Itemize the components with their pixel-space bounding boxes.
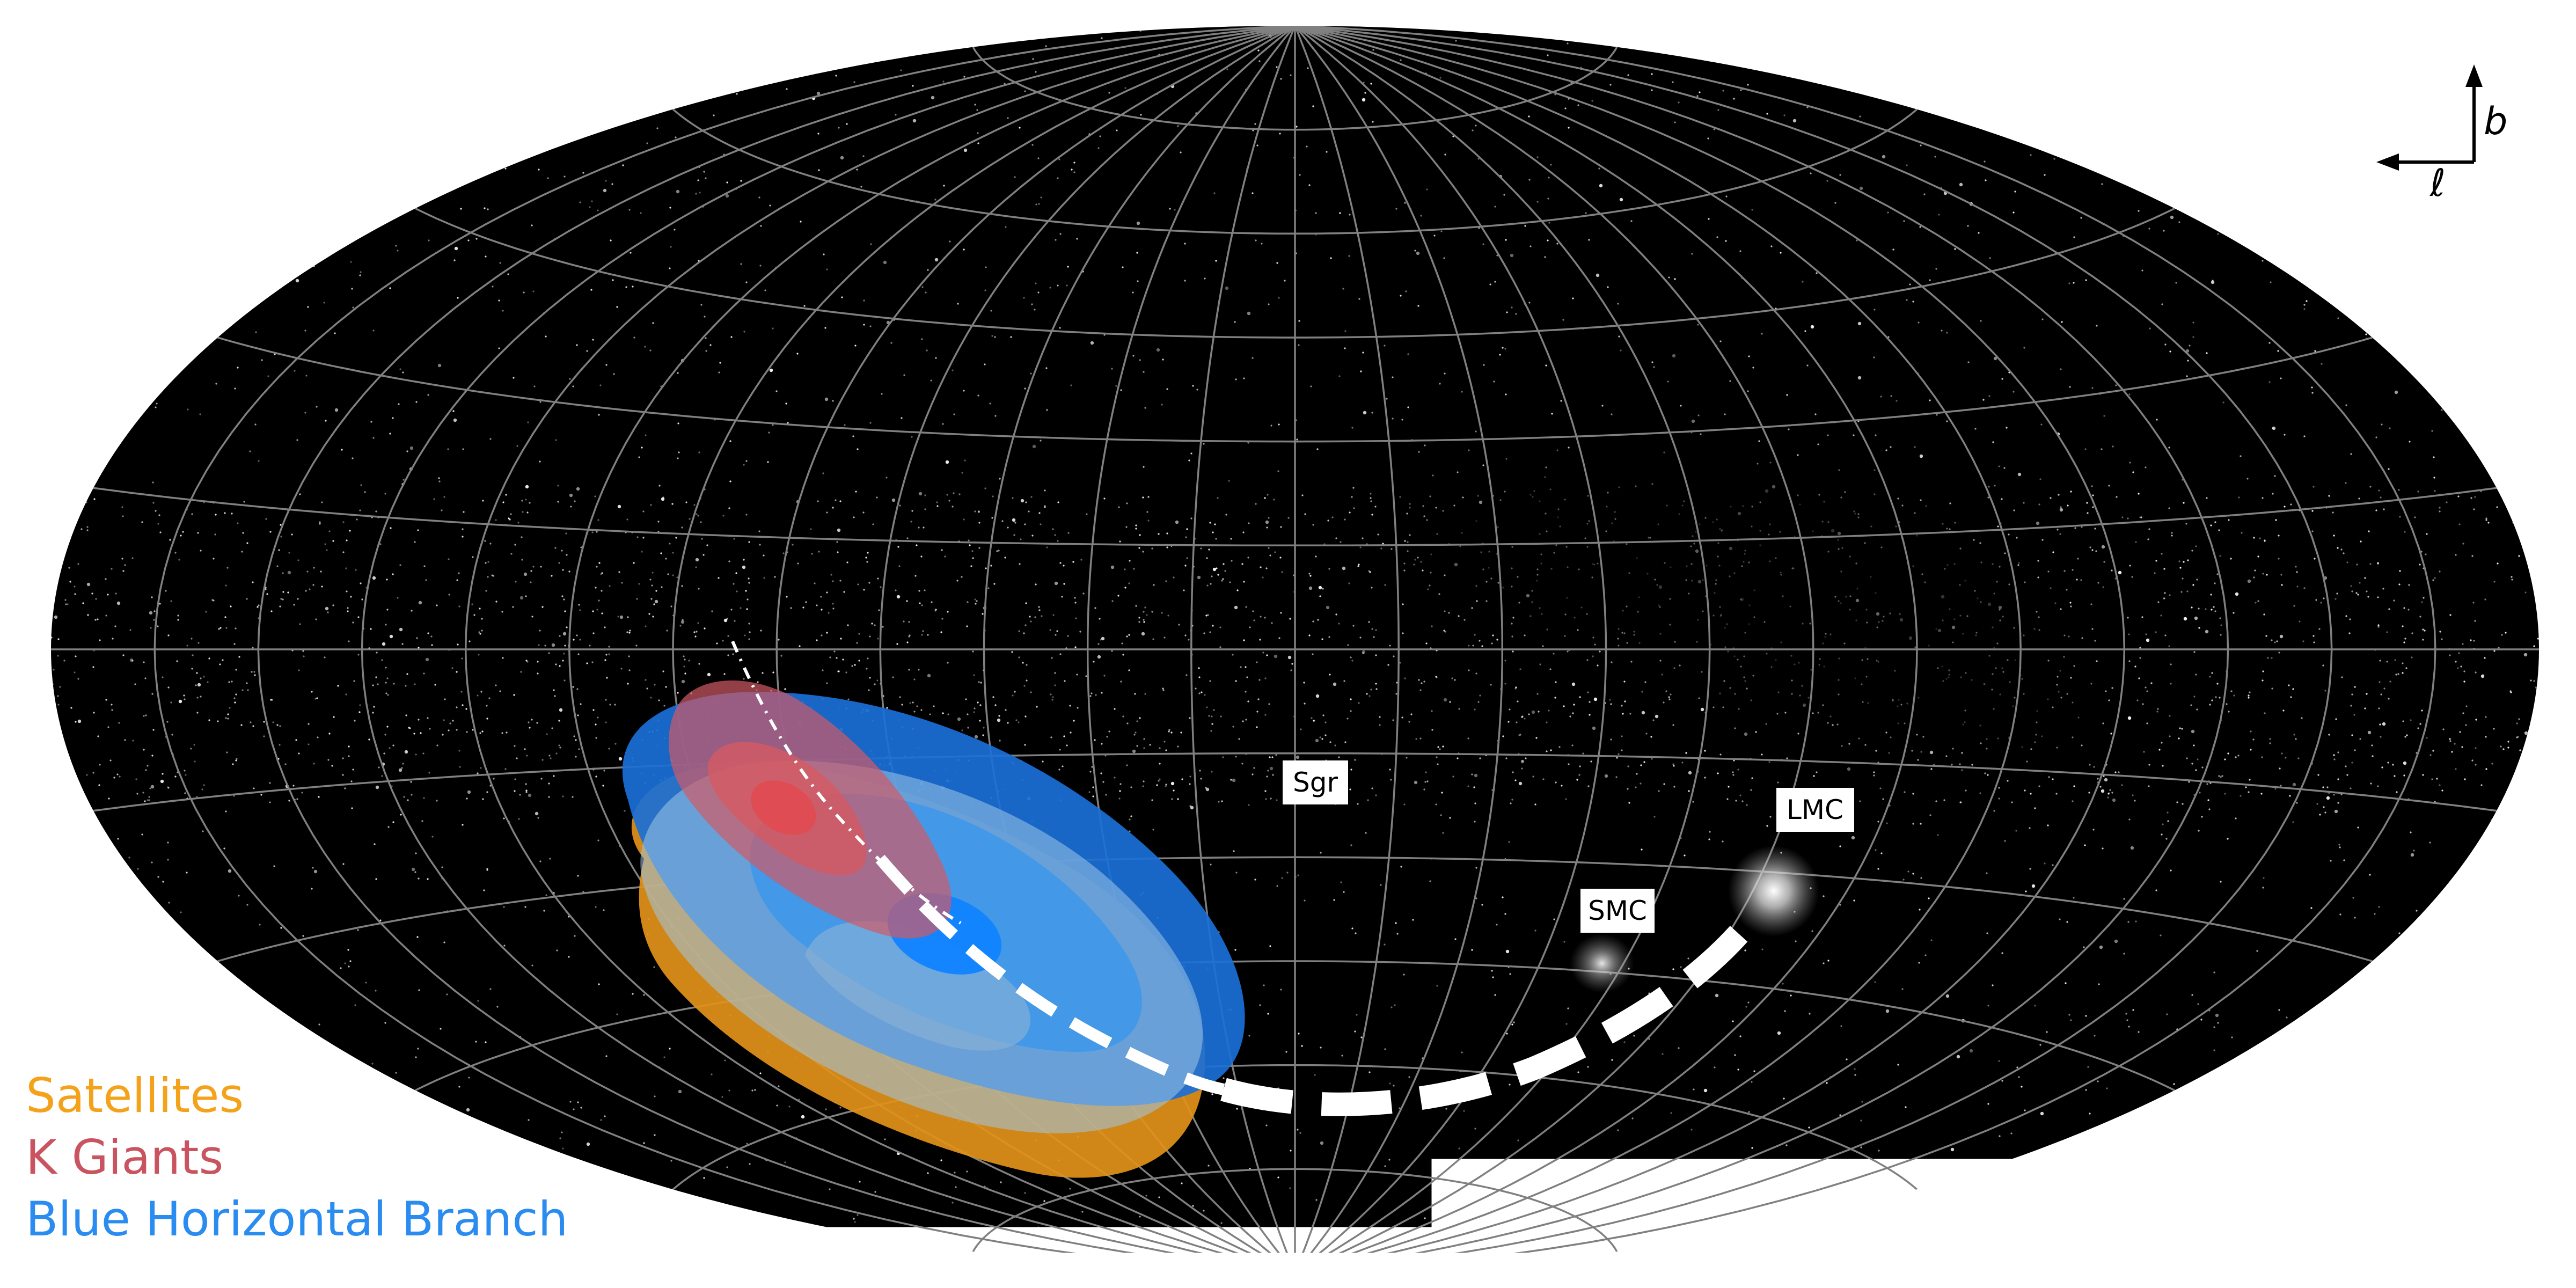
- sgr-label: Sgr: [1283, 760, 1348, 804]
- smc-glow: [1570, 934, 1634, 993]
- lmc-label: LMC: [1776, 788, 1854, 832]
- legend-bhb: Blue Horizontal Branch: [26, 1196, 568, 1243]
- sgr-label-text: Sgr: [1293, 767, 1338, 798]
- lmc-glow: [1728, 845, 1819, 936]
- compass-l-label: ℓ: [2429, 161, 2446, 205]
- smc-label-text: SMC: [1588, 895, 1647, 926]
- graticule: [51, 26, 2539, 1273]
- compass-l-arrowhead: [2376, 153, 2399, 171]
- smc-label: SMC: [1580, 889, 1655, 933]
- legend-satellites: Satellites: [26, 1072, 244, 1119]
- compass-b-label: b: [2484, 99, 2507, 143]
- lmc-label-text: LMC: [1787, 794, 1843, 825]
- legend-kgiants: K Giants: [26, 1134, 223, 1181]
- compass-rose: b ℓ: [2376, 64, 2507, 205]
- compass-b-arrowhead: [2465, 64, 2483, 87]
